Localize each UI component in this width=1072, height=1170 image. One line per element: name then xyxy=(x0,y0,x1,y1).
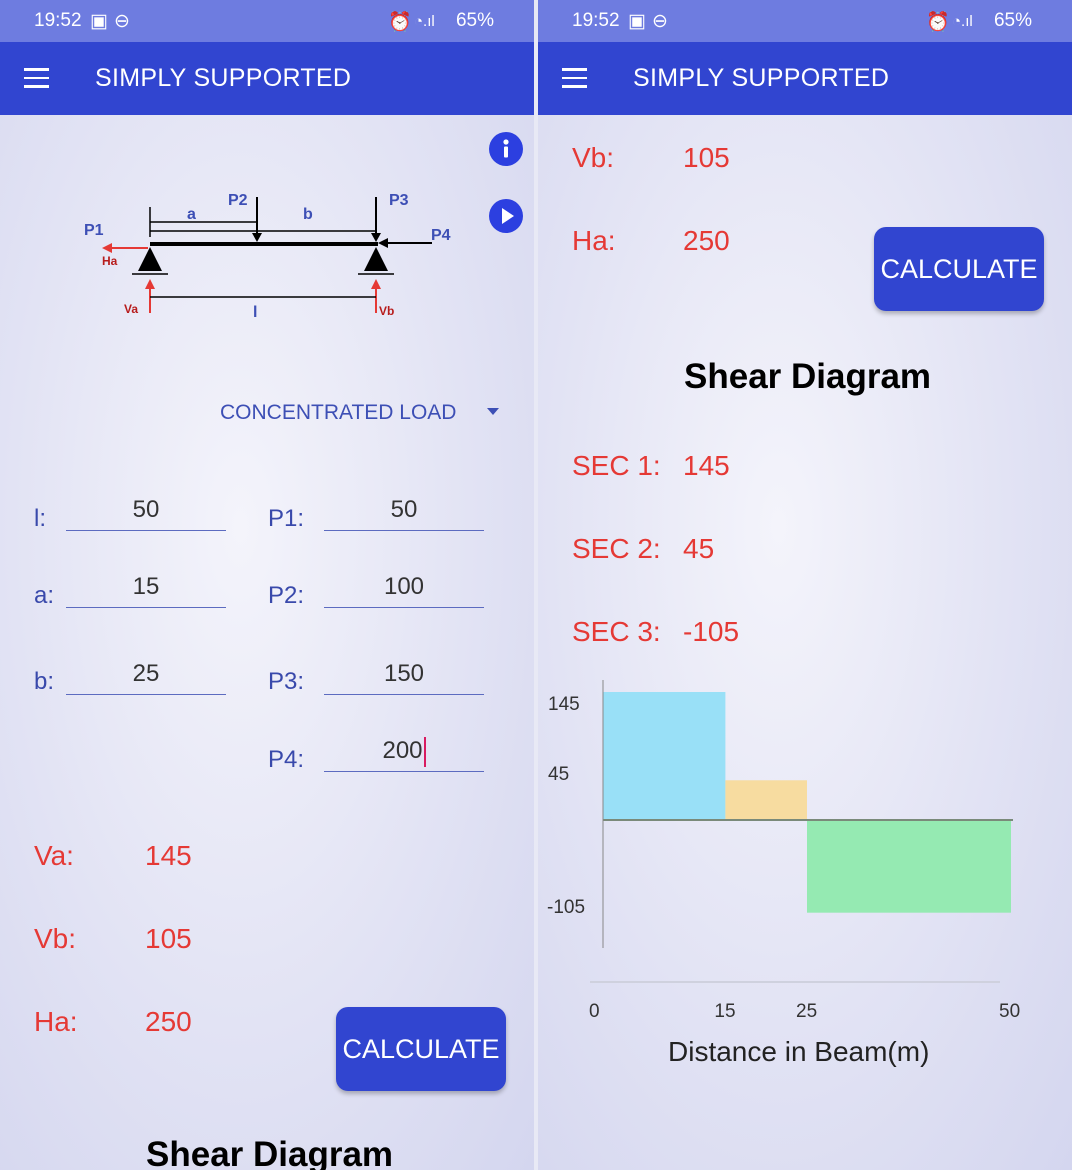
x-tick-label: 25 xyxy=(796,1001,817,1020)
label-p3: P3: xyxy=(268,668,305,695)
diagram-label-p1: P1 xyxy=(84,222,104,239)
shear-bar-3 xyxy=(807,820,1011,913)
sec3-value: -105 xyxy=(683,616,740,647)
play-icon[interactable] xyxy=(489,199,523,233)
p2-field[interactable]: 100 xyxy=(324,571,484,608)
signal-icon: ◔.ıl xyxy=(414,13,435,30)
status-bar: 19:52 ▣ ⊖ ⏰ ◔.ıl 65% xyxy=(538,0,1072,42)
gallery-icon: ▣ xyxy=(628,11,646,32)
app-title: SIMPLY SUPPORTED xyxy=(633,64,890,92)
vb-value: 105 xyxy=(145,923,192,954)
ha-label: Ha: xyxy=(572,225,616,256)
app-title: SIMPLY SUPPORTED xyxy=(95,64,352,92)
sec2-value: 45 xyxy=(683,533,715,564)
diagram-label-a: a xyxy=(187,206,196,223)
sec2-label: SEC 2: xyxy=(572,533,661,564)
label-l: l: xyxy=(34,505,46,532)
y-tick-label: 45 xyxy=(548,764,569,785)
shear-chart: 145 45 -105 0 15 25 50 xyxy=(547,680,1020,1020)
alarm-icon: ⏰ xyxy=(926,12,950,33)
text-cursor xyxy=(423,736,426,767)
info-icon[interactable] xyxy=(489,132,523,166)
shear-diagram-title: Shear Diagram xyxy=(684,357,932,396)
p4-value: 200 xyxy=(382,737,423,764)
diagram-label-p4: P4 xyxy=(431,227,451,244)
label-p4: P4: xyxy=(268,746,305,773)
label-p2: P2: xyxy=(268,582,305,609)
a-field[interactable]: 15 xyxy=(66,571,226,608)
x-tick-label: 50 xyxy=(999,1001,1020,1020)
diagram-label-l: l xyxy=(253,304,257,321)
calculate-button[interactable]: CALCULATE xyxy=(336,1007,506,1091)
sec3-label: SEC 3: xyxy=(572,616,661,647)
battery-percent: 65% xyxy=(993,10,1032,31)
shear-bar-2 xyxy=(725,780,807,820)
status-time: 19:52 xyxy=(34,10,82,31)
alarm-icon: ⏰ xyxy=(388,12,412,33)
status-bar: 19:52 ▣ ⊖ ⏰ ◔.ıl 65% xyxy=(0,0,534,42)
load-type-dropdown[interactable]: CONCENTRATED LOAD xyxy=(220,401,456,425)
calculate-button[interactable]: CALCULATE xyxy=(874,227,1044,311)
diagram-label-ha: Ha xyxy=(102,254,118,268)
p3-field[interactable]: 150 xyxy=(324,658,484,695)
status-time: 19:52 xyxy=(572,10,620,31)
load-type-value: CONCENTRATED LOAD xyxy=(220,401,457,424)
diagram-label-b: b xyxy=(303,206,313,223)
ha-value: 250 xyxy=(683,225,730,256)
p1-field[interactable]: 50 xyxy=(324,494,484,531)
label-a: a: xyxy=(34,582,55,609)
gallery-icon: ▣ xyxy=(90,11,108,32)
x-axis-label: Distance in Beam(m) xyxy=(668,1036,930,1067)
label-p1: P1: xyxy=(268,505,305,532)
battery-percent: 65% xyxy=(455,10,494,31)
diagram-label-va: Va xyxy=(124,302,138,316)
signal-icon: ◔.ıl xyxy=(952,13,973,30)
diagram-label-p2: P2 xyxy=(228,192,248,209)
menu-icon[interactable] xyxy=(24,68,49,88)
sec1-label: SEC 1: xyxy=(572,450,661,481)
phone-screen-left: 19:52 ▣ ⊖ ⏰ ◔.ıl 65% SIMPLY SUPPORTED P1… xyxy=(0,0,534,1170)
shear-bar-1 xyxy=(603,692,726,820)
app-bar: SIMPLY SUPPORTED xyxy=(538,42,1072,115)
dnd-icon: ⊖ xyxy=(114,11,130,32)
b-field[interactable]: 25 xyxy=(66,658,226,695)
p4-field[interactable]: 200 xyxy=(324,735,484,772)
chevron-down-icon[interactable] xyxy=(487,408,499,415)
beam-diagram: P1 P2 P3 P4 a b l Ha Va Vb xyxy=(84,192,451,321)
ha-value: 250 xyxy=(145,1006,192,1037)
vb-label: Vb: xyxy=(572,142,615,173)
label-b: b: xyxy=(34,668,55,695)
shear-diagram-title: Shear Diagram xyxy=(146,1135,394,1170)
menu-icon[interactable] xyxy=(562,68,587,88)
x-tick-label: 0 xyxy=(589,1001,600,1020)
y-tick-label: 145 xyxy=(548,694,580,715)
sec1-value: 145 xyxy=(683,450,730,481)
phone-screen-right: 19:52 ▣ ⊖ ⏰ ◔.ıl 65% SIMPLY SUPPORTED Vb… xyxy=(538,0,1072,1170)
diagram-label-p3: P3 xyxy=(389,192,409,209)
dnd-icon: ⊖ xyxy=(652,11,668,32)
l-field[interactable]: 50 xyxy=(66,494,226,531)
ha-label: Ha: xyxy=(34,1006,78,1037)
vb-label: Vb: xyxy=(34,923,77,954)
va-value: 145 xyxy=(145,840,192,871)
vb-value: 105 xyxy=(683,142,730,173)
y-tick-label: -105 xyxy=(547,897,585,918)
diagram-label-vb: Vb xyxy=(379,304,394,318)
app-bar: SIMPLY SUPPORTED xyxy=(0,42,534,115)
va-label: Va: xyxy=(34,840,74,871)
x-tick-label: 15 xyxy=(714,1001,735,1020)
